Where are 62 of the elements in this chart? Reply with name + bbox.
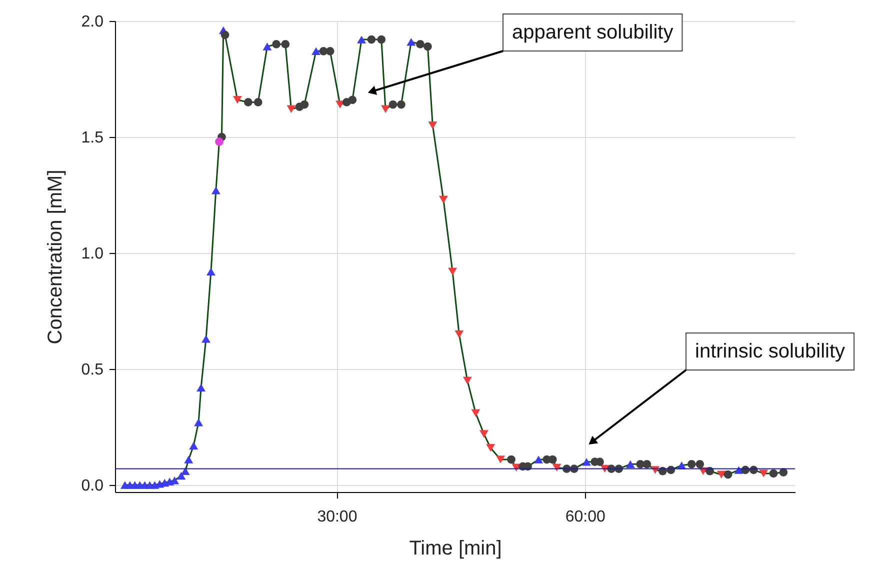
- y-tick-label: 2.0: [81, 14, 104, 30]
- point: [724, 470, 732, 479]
- x-axis-title: Time [min]: [409, 538, 502, 560]
- point: [184, 456, 194, 464]
- point: [272, 40, 280, 48]
- annotation: apparent solubility: [512, 22, 674, 44]
- point: [189, 442, 198, 450]
- point: [176, 472, 186, 480]
- point: [454, 330, 464, 338]
- point: [582, 458, 592, 466]
- point: [367, 35, 376, 44]
- point: [687, 460, 696, 468]
- point: [438, 196, 448, 204]
- point: [428, 122, 438, 130]
- point: [211, 186, 220, 194]
- point: [377, 35, 386, 44]
- point: [388, 100, 398, 109]
- point: [462, 376, 472, 385]
- point: [471, 409, 480, 417]
- point: [448, 268, 457, 276]
- point: [206, 268, 216, 276]
- point: [312, 47, 320, 56]
- point: [220, 30, 230, 40]
- point: [642, 460, 652, 468]
- point: [734, 466, 744, 474]
- point: [406, 38, 416, 46]
- point: [507, 455, 516, 464]
- y-tick-label: 1.0: [81, 246, 104, 263]
- point: [486, 444, 496, 452]
- point: [769, 469, 778, 478]
- y-tick-label: 0.0: [81, 478, 104, 495]
- point: [215, 137, 224, 146]
- y-tick-label: 1.5: [81, 130, 104, 147]
- point: [348, 96, 357, 104]
- point: [232, 96, 242, 104]
- point: [357, 36, 366, 44]
- point: [534, 456, 544, 464]
- point: [262, 42, 272, 50]
- y-tick-label: 0.5: [81, 362, 104, 379]
- point: [300, 100, 309, 109]
- point: [196, 384, 206, 392]
- point: [202, 334, 210, 343]
- x-tick-label: 30:00: [317, 508, 358, 526]
- point: [254, 98, 262, 106]
- annotation: intrinsic solubility: [695, 340, 846, 362]
- y-axis-title: Concentration [mM]: [44, 170, 66, 344]
- point: [696, 460, 704, 468]
- point: [326, 46, 334, 56]
- point: [244, 98, 252, 106]
- point: [479, 430, 488, 438]
- point: [416, 40, 424, 48]
- point: [496, 456, 505, 464]
- point: [286, 105, 296, 114]
- x-tick-label: 60:00: [565, 508, 606, 526]
- point: [194, 418, 204, 426]
- point: [424, 42, 432, 51]
- point: [381, 105, 390, 114]
- point: [281, 40, 290, 48]
- point: [716, 470, 726, 478]
- point: [759, 470, 768, 478]
- point: [397, 100, 406, 109]
- point: [626, 460, 635, 468]
